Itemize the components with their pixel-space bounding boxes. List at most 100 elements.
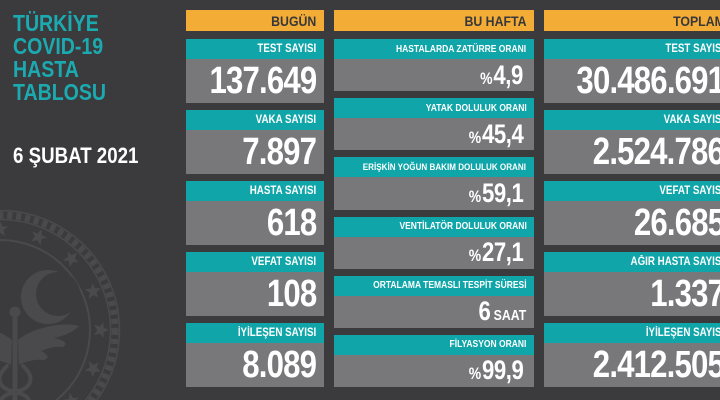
stat-row: VAKA SAYISI 2.524.786 — [544, 110, 720, 174]
stat-value: 8.089 — [242, 344, 317, 386]
stat-value-area: 2.412.505 — [544, 343, 720, 387]
stat-value-area: 6 SAAT — [334, 295, 535, 328]
stat-value-area: % 45,4 — [334, 118, 535, 151]
stat-value-area: 137.649 — [186, 59, 325, 103]
percent-prefix: % — [468, 186, 481, 206]
stat-label-bar: HASTALARDA ZATÜRRE ORANI — [334, 39, 535, 59]
percent-prefix: % — [480, 68, 493, 88]
winged-staff-icon — [0, 306, 79, 400]
stat-value: 6 — [478, 296, 491, 327]
stat-row: VEFAT SAYISI 108 — [186, 252, 325, 316]
stat-row: İYİLEŞEN SAYISI 8.089 — [186, 323, 325, 387]
crescent-icon — [21, 270, 80, 324]
stat-value-area: 618 — [186, 201, 325, 245]
stat-value-area: 108 — [186, 272, 325, 316]
stat-label: VENTİLATÖR DOLULUK ORANI — [398, 221, 527, 233]
stat-label: HASTA SAYISI — [249, 185, 317, 197]
stat-value: 26.685 — [634, 202, 720, 244]
stat-value-area: % 27,1 — [334, 236, 535, 269]
stat-label: ORTALAMA TEMASLI TESPİT SÜRESİ — [372, 280, 527, 292]
stat-row: TEST SAYISI 137.649 — [186, 39, 325, 103]
stat-value: 1.337 — [650, 273, 720, 315]
stat-value-area: 8.089 — [186, 343, 325, 387]
stat-label: VEFAT SAYISI — [659, 185, 720, 197]
percent-prefix: % — [468, 246, 481, 266]
stat-label-bar: TEST SAYISI — [186, 39, 325, 59]
stat-value-area: % 59,1 — [334, 177, 535, 210]
column-bu-hafta: BU HAFTA HASTALARDA ZATÜRRE ORANI % 4,9 Y… — [334, 10, 535, 388]
page-title-line: TABLOSU — [13, 79, 107, 105]
stat-value-area: 30.486.691 — [544, 59, 720, 103]
stat-value-area: 7.897 — [186, 130, 325, 174]
stat-label: İYİLEŞEN SAYISI — [646, 327, 720, 339]
stat-label-bar: İYİLEŞEN SAYISI — [544, 323, 720, 343]
stat-value: 137.649 — [209, 60, 317, 102]
percent-prefix: % — [468, 127, 481, 147]
stats-board: BUGÜN TEST SAYISI 137.649 VAKA SAYISI 7.… — [186, 10, 720, 388]
page-title-line: COVID-19 — [13, 33, 104, 59]
health-ministry-emblem-icon — [0, 209, 121, 400]
stat-value-area: 2.524.786 — [544, 130, 720, 174]
stat-row: HASTA SAYISI 618 — [186, 181, 325, 245]
stat-row: AĞIR HASTA SAYISI 1.337 — [544, 252, 720, 316]
column-header: TOPLAM — [544, 10, 720, 31]
stat-value: 27,1 — [481, 237, 524, 268]
column-rows: HASTALARDA ZATÜRRE ORANI % 4,9 YATAK DOLU… — [334, 39, 535, 388]
rope-ring-icon — [0, 209, 121, 400]
stat-label: HASTALARDA ZATÜRRE ORANI — [396, 43, 527, 55]
stat-row: VAKA SAYISI 7.897 — [186, 110, 325, 174]
stat-label: VAKA SAYISI — [255, 114, 317, 126]
stat-value: 618 — [266, 202, 317, 244]
column-rows: TEST SAYISI 137.649 VAKA SAYISI 7.897 HA… — [186, 39, 325, 387]
stat-label: AĞIR HASTA SAYISI — [630, 256, 720, 268]
inner-ring-icon — [0, 239, 91, 400]
stat-label-bar: HASTA SAYISI — [186, 181, 325, 201]
report-date: 6 ŞUBAT 2021 — [13, 143, 139, 168]
stat-label: FİLYASYON ORANI — [449, 339, 527, 351]
stat-value: 99,9 — [481, 355, 524, 386]
stat-label: VEFAT SAYISI — [251, 256, 317, 268]
stat-label-bar: VEFAT SAYISI — [186, 252, 325, 272]
column-bugun: BUGÜN TEST SAYISI 137.649 VAKA SAYISI 7.… — [186, 10, 325, 387]
stat-label-bar: TEST SAYISI — [544, 39, 720, 59]
column-toplam: TOPLAM TEST SAYISI 30.486.691 VAKA SAYIS… — [544, 10, 720, 387]
column-header: BUGÜN — [186, 10, 325, 31]
stat-row: VEFAT SAYISI 26.685 — [544, 181, 720, 245]
sidebar: TÜRKİYE COVID-19 HASTA TABLOSU 6 ŞUBAT 2… — [13, 12, 161, 169]
stat-value: 30.486.691 — [576, 60, 720, 102]
stat-row: ERİŞKİN YOĞUN BAKIM DOLULUK ORANI % 59,1 — [334, 157, 535, 210]
page-title-line: TÜRKİYE — [13, 10, 99, 36]
column-rows: TEST SAYISI 30.486.691 VAKA SAYISI 2.524… — [544, 39, 720, 387]
stat-value: 45,4 — [481, 118, 524, 149]
stat-row: YATAK DOLULUK ORANI % 45,4 — [334, 98, 535, 151]
column-header-label: TOPLAM — [672, 12, 720, 29]
column-header-label: BU HAFTA — [464, 12, 527, 29]
stat-label: VAKA SAYISI — [664, 114, 720, 126]
stat-value: 7.897 — [242, 131, 317, 173]
stat-label-bar: FİLYASYON ORANI — [334, 334, 535, 355]
page-title-line: HASTA — [13, 56, 79, 82]
stat-value: 108 — [266, 273, 317, 315]
stat-value: 2.524.786 — [593, 131, 720, 173]
stat-row: HASTALARDA ZATÜRRE ORANI % 4,9 — [334, 39, 535, 92]
stat-label-bar: İYİLEŞEN SAYISI — [186, 323, 325, 343]
stat-label-bar: AĞIR HASTA SAYISI — [544, 252, 720, 272]
stat-label-bar: YATAK DOLULUK ORANI — [334, 98, 535, 119]
stat-label-bar: VAKA SAYISI — [186, 110, 325, 130]
stat-label-bar: ORTALAMA TEMASLI TESPİT SÜRESİ — [334, 275, 535, 296]
stat-value-area: % 99,9 — [334, 354, 535, 388]
stat-row: İYİLEŞEN SAYISI 2.412.505 — [544, 323, 720, 387]
stat-row: TEST SAYISI 30.486.691 — [544, 39, 720, 103]
stat-value: 2.412.505 — [593, 344, 720, 386]
stat-value-area: 1.337 — [544, 272, 720, 316]
stat-label: İYİLEŞEN SAYISI — [237, 327, 317, 339]
stat-value-area: % 4,9 — [334, 59, 535, 92]
value-unit: SAAT — [493, 307, 527, 325]
stat-label: YATAK DOLULUK ORANI — [425, 102, 527, 114]
stat-label: TEST SAYISI — [665, 43, 720, 55]
stat-label-bar: VEFAT SAYISI — [544, 181, 720, 201]
stat-value: 59,1 — [481, 177, 524, 208]
stat-value: 4,9 — [493, 59, 524, 90]
stat-row: ORTALAMA TEMASLI TESPİT SÜRESİ 6 SAAT — [334, 275, 535, 328]
